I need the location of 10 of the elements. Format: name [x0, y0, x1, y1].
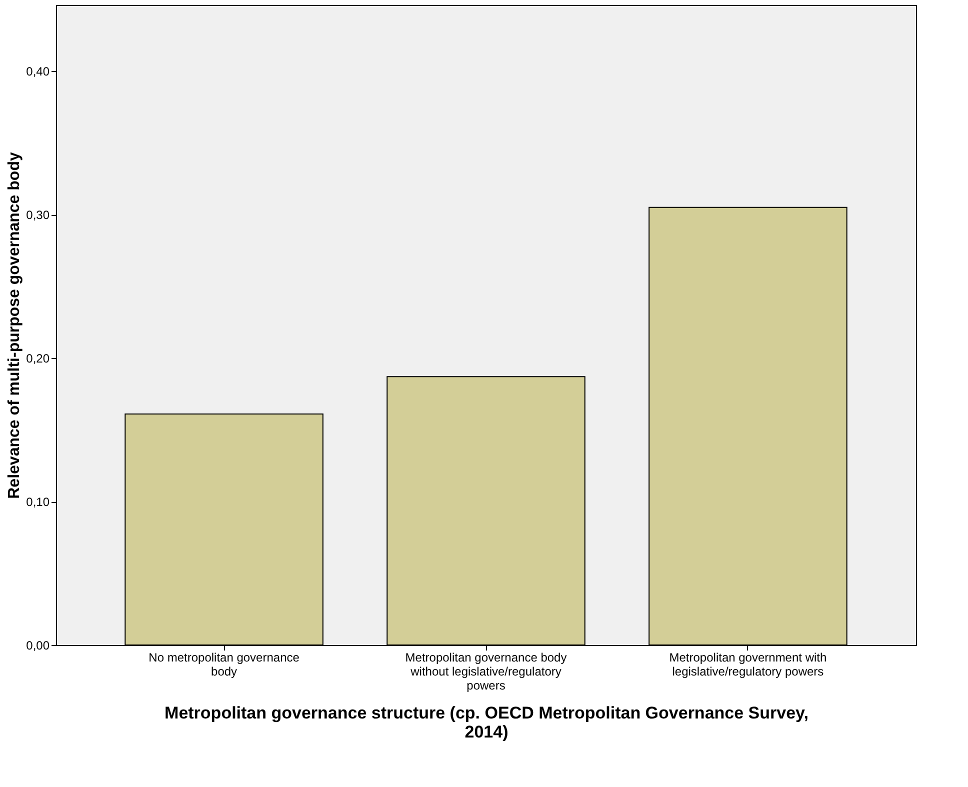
y-axis-title: Relevance of multi-purpose governance body	[6, 152, 24, 499]
x-axis-title: Metropolitan governance structure (cp. OECD Metropolitan Governance Survey, 2014)	[164, 704, 808, 742]
y-tick-label: 0,20	[26, 352, 50, 366]
y-tick-label: 0,10	[26, 495, 50, 509]
x-tick-label: Metropolitan governance body without legislative/regulatory powers	[405, 650, 567, 692]
y-tick-label: 0,40	[26, 64, 50, 79]
x-tick-label: No metropolitan governance body	[148, 650, 300, 678]
y-tick-label: 0,00	[26, 638, 50, 652]
y-tick-label: 0,30	[26, 208, 50, 222]
x-tick-label: Metropolitan government with legislative/regulatory powers	[669, 650, 827, 678]
